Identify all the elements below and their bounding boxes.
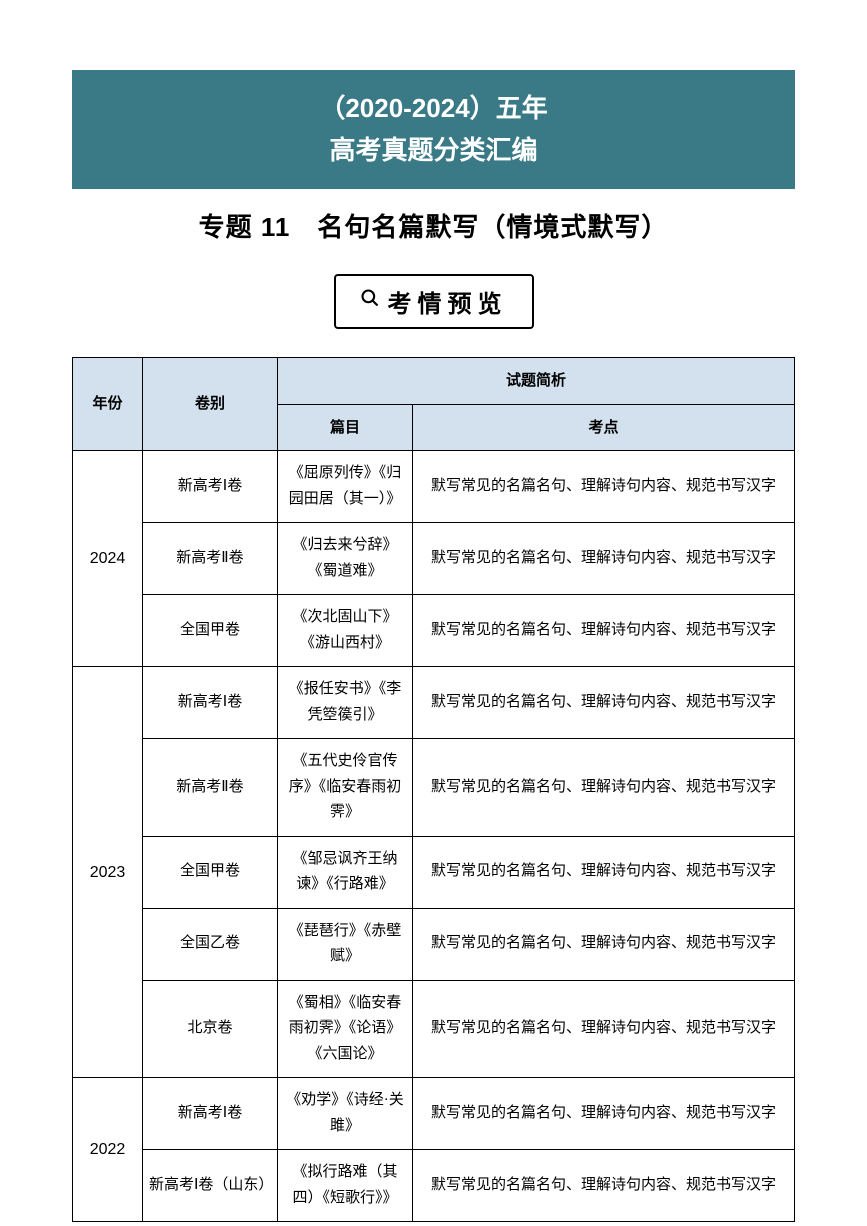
- th-year: 年份: [73, 358, 143, 451]
- cell-article: 《邹忌讽齐王纳谏》《行路难》: [278, 836, 413, 908]
- table-row: 新高考Ⅱ卷《归去来兮辞》《蜀道难》默写常见的名篇名句、理解诗句内容、规范书写汉字: [73, 523, 795, 595]
- table-row: 2023新高考Ⅰ卷《报任安书》《李凭箜篌引》默写常见的名篇名句、理解诗句内容、规…: [73, 667, 795, 739]
- section-label-wrapper: 考情预览: [72, 274, 795, 329]
- cell-paper: 北京卷: [143, 980, 278, 1078]
- cell-point: 默写常见的名篇名句、理解诗句内容、规范书写汉字: [413, 739, 795, 837]
- cell-point: 默写常见的名篇名句、理解诗句内容、规范书写汉字: [413, 1078, 795, 1150]
- cell-paper: 新高考Ⅰ卷: [143, 1078, 278, 1150]
- cell-year: 2024: [73, 451, 143, 667]
- table-row: 全国甲卷《邹忌讽齐王纳谏》《行路难》默写常见的名篇名句、理解诗句内容、规范书写汉…: [73, 836, 795, 908]
- exam-table: 年份 卷别 试题简析 篇目 考点 2024新高考Ⅰ卷《屈原列传》《归园田居（其一…: [72, 357, 795, 1222]
- table-row: 北京卷《蜀相》《临安春雨初霁》《论语》《六国论》默写常见的名篇名句、理解诗句内容…: [73, 980, 795, 1078]
- table-header-row-1: 年份 卷别 试题简析: [73, 358, 795, 405]
- banner-line-2: 高考真题分类汇编: [72, 130, 795, 172]
- cell-article: 《劝学》《诗经·关雎》: [278, 1078, 413, 1150]
- table-row: 2024新高考Ⅰ卷《屈原列传》《归园田居（其一）》默写常见的名篇名句、理解诗句内…: [73, 451, 795, 523]
- cell-point: 默写常见的名篇名句、理解诗句内容、规范书写汉字: [413, 523, 795, 595]
- table-row: 2022新高考Ⅰ卷《劝学》《诗经·关雎》默写常见的名篇名句、理解诗句内容、规范书…: [73, 1078, 795, 1150]
- cell-article: 《琵琶行》《赤壁赋》: [278, 908, 413, 980]
- cell-article: 《拟行路难（其四）《短歌行》》: [278, 1150, 413, 1222]
- section-label-box: 考情预览: [334, 274, 534, 329]
- cell-article: 《归去来兮辞》《蜀道难》: [278, 523, 413, 595]
- cell-paper: 全国甲卷: [143, 595, 278, 667]
- cell-paper: 新高考Ⅰ卷（山东）: [143, 1150, 278, 1222]
- title-banner: （2020-2024）五年 高考真题分类汇编: [72, 70, 795, 189]
- table-row: 新高考Ⅱ卷《五代史伶官传序》《临安春雨初霁》默写常见的名篇名句、理解诗句内容、规…: [73, 739, 795, 837]
- th-paper: 卷别: [143, 358, 278, 451]
- cell-article: 《报任安书》《李凭箜篌引》: [278, 667, 413, 739]
- cell-year: 2022: [73, 1078, 143, 1222]
- cell-year: 2023: [73, 667, 143, 1078]
- cell-point: 默写常见的名篇名句、理解诗句内容、规范书写汉字: [413, 980, 795, 1078]
- cell-paper: 新高考Ⅰ卷: [143, 451, 278, 523]
- cell-article: 《次北固山下》《游山西村》: [278, 595, 413, 667]
- cell-paper: 全国甲卷: [143, 836, 278, 908]
- cell-point: 默写常见的名篇名句、理解诗句内容、规范书写汉字: [413, 595, 795, 667]
- cell-point: 默写常见的名篇名句、理解诗句内容、规范书写汉字: [413, 667, 795, 739]
- table-row: 新高考Ⅰ卷（山东）《拟行路难（其四）《短歌行》》默写常见的名篇名句、理解诗句内容…: [73, 1150, 795, 1222]
- cell-article: 《屈原列传》《归园田居（其一）》: [278, 451, 413, 523]
- table-row: 全国甲卷《次北固山下》《游山西村》默写常见的名篇名句、理解诗句内容、规范书写汉字: [73, 595, 795, 667]
- cell-paper: 新高考Ⅱ卷: [143, 739, 278, 837]
- table-row: 全国乙卷《琵琶行》《赤壁赋》默写常见的名篇名句、理解诗句内容、规范书写汉字: [73, 908, 795, 980]
- cell-paper: 全国乙卷: [143, 908, 278, 980]
- cell-paper: 新高考Ⅱ卷: [143, 523, 278, 595]
- cell-point: 默写常见的名篇名句、理解诗句内容、规范书写汉字: [413, 1150, 795, 1222]
- th-analysis: 试题简析: [278, 358, 795, 405]
- th-point: 考点: [413, 404, 795, 451]
- cell-point: 默写常见的名篇名句、理解诗句内容、规范书写汉字: [413, 451, 795, 523]
- cell-point: 默写常见的名篇名句、理解诗句内容、规范书写汉字: [413, 908, 795, 980]
- cell-article: 《蜀相》《临安春雨初霁》《论语》《六国论》: [278, 980, 413, 1078]
- section-label-text: 考情预览: [388, 284, 508, 319]
- cell-article: 《五代史伶官传序》《临安春雨初霁》: [278, 739, 413, 837]
- cell-point: 默写常见的名篇名句、理解诗句内容、规范书写汉字: [413, 836, 795, 908]
- cell-paper: 新高考Ⅰ卷: [143, 667, 278, 739]
- magnifier-icon: [360, 288, 380, 315]
- th-article: 篇目: [278, 404, 413, 451]
- topic-title: 专题 11 名句名篇默写（情境式默写）: [72, 207, 795, 244]
- banner-line-1: （2020-2024）五年: [72, 88, 795, 130]
